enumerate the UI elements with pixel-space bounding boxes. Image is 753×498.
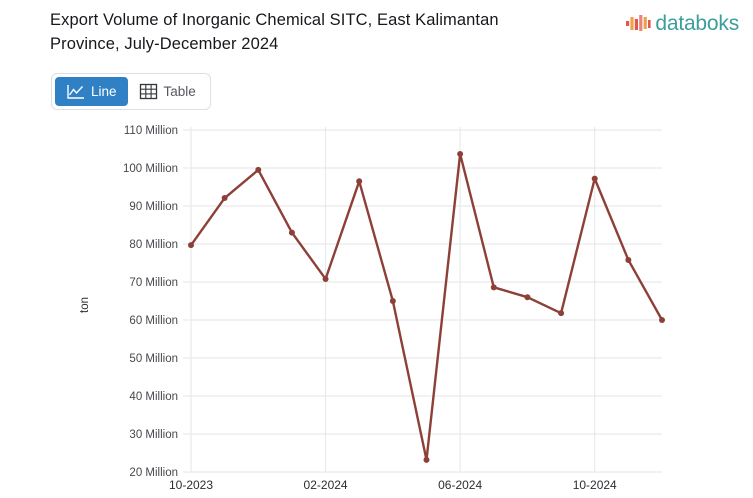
brand-name: databoks xyxy=(655,12,739,35)
data-point[interactable] xyxy=(389,298,396,304)
x-axis-tick-labels: 10-2023 02-2024 06-2024 10-2024 xyxy=(169,478,617,492)
data-point-markers xyxy=(188,150,665,463)
x-axis-tick-label: 10-2023 xyxy=(169,478,213,492)
chart-gridlines xyxy=(183,129,662,473)
data-point[interactable] xyxy=(221,195,228,202)
y-axis-tick-label: 110 Million xyxy=(124,125,178,137)
chart-vertical-gridlines xyxy=(183,127,662,473)
line-chart: 110 Million 100 Million 90 Million 80 Milli… xyxy=(79,125,665,492)
y-axis-tick-label: 70 Million xyxy=(129,277,178,289)
data-point[interactable] xyxy=(625,256,632,263)
y-axis-tick-label: 60 Million xyxy=(129,315,178,327)
view-toggle-line-label: Line xyxy=(91,84,117,99)
page-title: Export Volume of Inorganic Chemical SITC… xyxy=(50,11,499,53)
data-point[interactable] xyxy=(591,175,598,182)
y-axis-tick-label: 30 Million xyxy=(129,429,178,441)
y-axis-tick-labels: 110 Million 100 Million 90 Million 80 Milli… xyxy=(123,125,178,479)
x-axis-tick-label: 06-2024 xyxy=(438,478,482,492)
view-toggle-line[interactable]: Line xyxy=(55,77,128,106)
data-point[interactable] xyxy=(558,310,565,317)
chart-container: 110 Million 100 Million 90 Million 80 Milli… xyxy=(0,115,753,498)
line-chart-icon xyxy=(67,84,84,99)
y-axis-tick-label: 90 Million xyxy=(129,201,178,213)
y-axis-tick-label: 50 Million xyxy=(129,353,178,365)
data-point[interactable] xyxy=(457,150,464,157)
data-point[interactable] xyxy=(322,275,329,282)
data-point[interactable] xyxy=(288,229,295,236)
table-grid-icon xyxy=(139,83,157,100)
y-axis-tick-label: 20 Million xyxy=(129,467,178,479)
page-header: Export Volume of Inorganic Chemical SITC… xyxy=(0,0,753,68)
data-line-series xyxy=(189,152,664,462)
data-point[interactable] xyxy=(356,178,363,185)
x-axis-tick-label: 02-2024 xyxy=(304,478,348,492)
data-point[interactable] xyxy=(524,294,531,301)
data-point[interactable] xyxy=(423,456,430,463)
y-axis-tick-label: 100 Million xyxy=(123,163,178,175)
data-point[interactable] xyxy=(490,284,497,291)
databoks-bars-icon xyxy=(626,15,651,31)
data-point[interactable] xyxy=(659,317,665,323)
y-axis-tick-label: 80 Million xyxy=(129,239,178,251)
view-toggle-table[interactable]: Table xyxy=(128,77,207,106)
data-point[interactable] xyxy=(255,166,262,173)
y-axis-tick-label: 40 Million xyxy=(129,391,178,403)
brand-logo: databoks xyxy=(625,12,739,36)
view-toggle-table-label: Table xyxy=(163,84,196,99)
data-point[interactable] xyxy=(188,242,194,249)
y-axis-title: ton xyxy=(79,297,91,313)
view-toggle-group: Line Table xyxy=(51,73,211,110)
x-axis-tick-label: 10-2024 xyxy=(573,478,617,492)
